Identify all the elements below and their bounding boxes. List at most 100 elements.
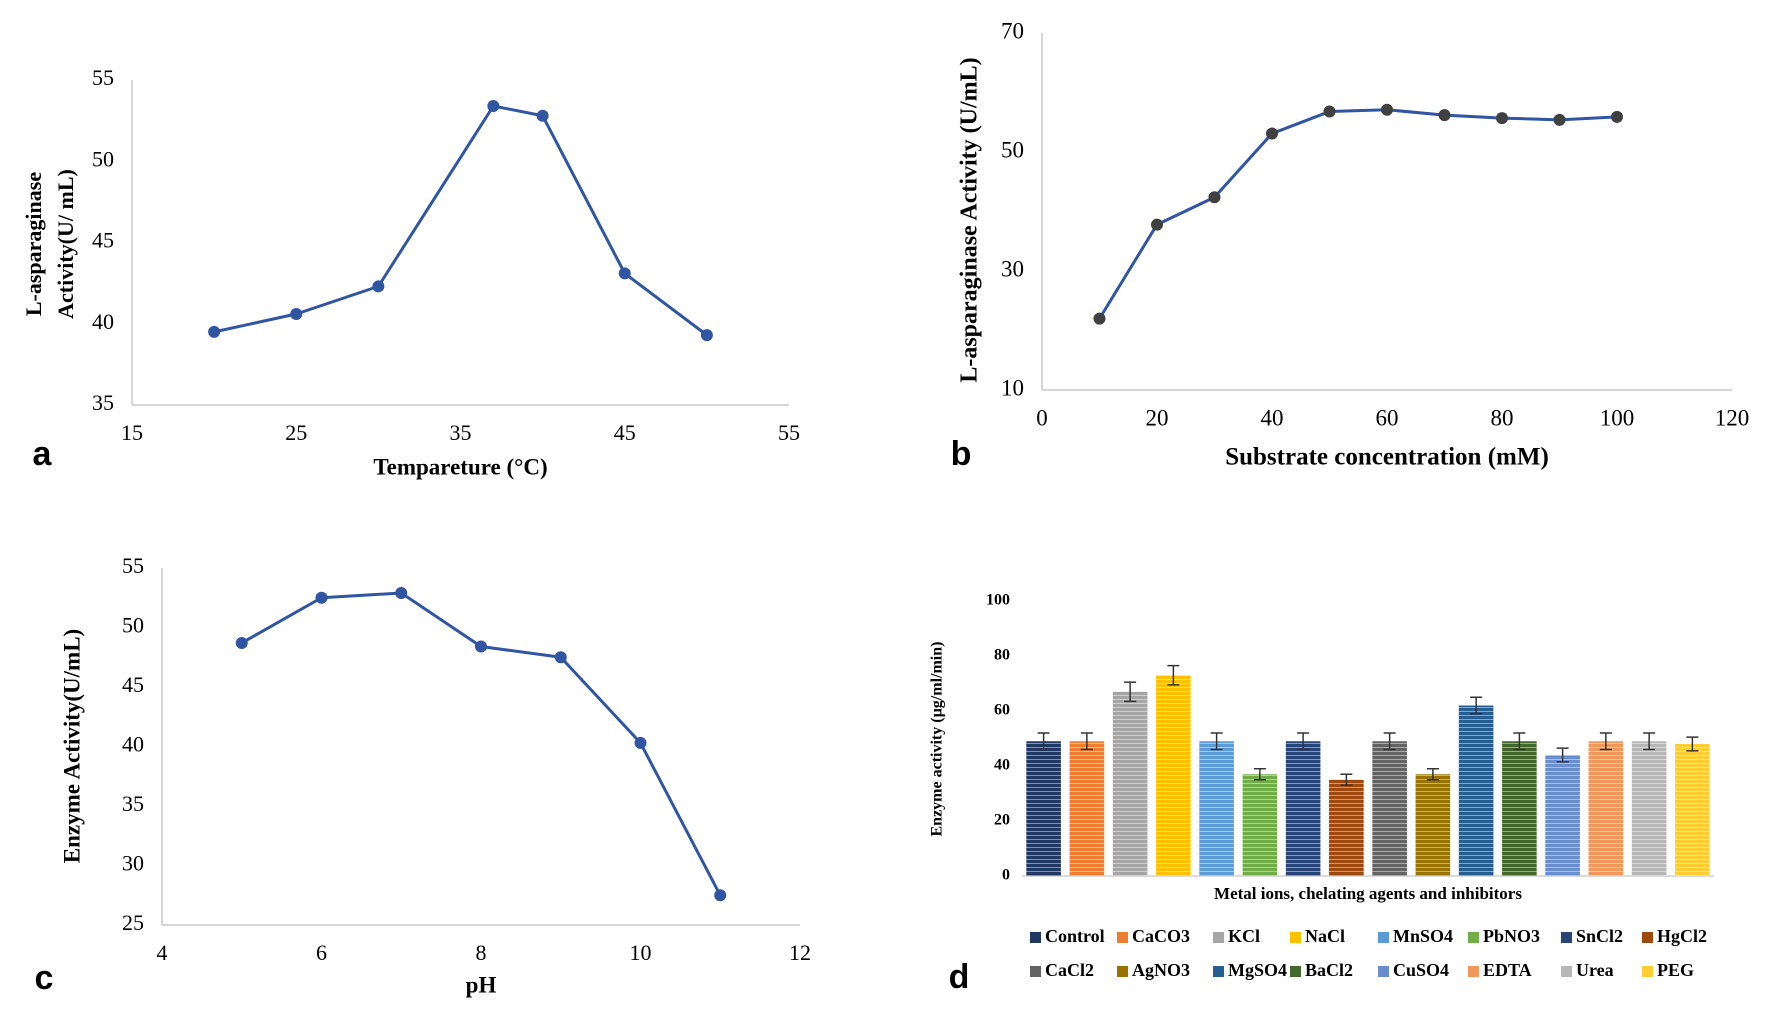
y-tick-label: 55 <box>92 65 114 90</box>
data-point <box>1438 109 1451 122</box>
y-tick-label: 70 <box>1001 18 1024 43</box>
data-point <box>487 100 500 112</box>
data-point <box>235 636 248 649</box>
bar <box>1285 741 1321 876</box>
bar <box>1026 741 1061 876</box>
y-tick-label: 0 <box>1002 867 1010 884</box>
x-tick-label: 80 <box>1491 405 1514 430</box>
y-tick-label: 45 <box>122 672 144 697</box>
y-tick-label: 25 <box>122 910 144 935</box>
data-point <box>1093 312 1106 325</box>
data-point <box>208 325 221 338</box>
data-point <box>554 651 567 664</box>
data-point <box>700 329 713 342</box>
x-tick-label: 25 <box>285 420 307 445</box>
y-axis-label: L-asparaginase <box>21 172 46 316</box>
chart-d: 0 20 40 60 80 100 Metal ions, chelating agents… <box>929 592 1714 996</box>
legend-label: PEG <box>1657 960 1694 980</box>
x-axis-label: pH <box>466 972 497 997</box>
data-point <box>536 109 549 122</box>
chart-a: 35 40 45 50 55 15 25 35 45 55 Tempareture (°C) L-as… <box>21 65 800 479</box>
data-point <box>315 591 328 604</box>
bar <box>1329 779 1364 876</box>
data-point <box>1266 127 1278 140</box>
legend-swatch <box>1378 932 1389 943</box>
y-axis-label: Enzyme Activity(U/mL) <box>59 629 84 863</box>
legend-swatch <box>1468 966 1479 977</box>
legend-label: Control <box>1045 926 1105 946</box>
y-tick-label: 50 <box>122 613 144 638</box>
x-tick-label: 8 <box>476 940 487 965</box>
legend-swatch <box>1642 966 1653 977</box>
y-axis-label: Activity(U/ mL) <box>53 169 78 319</box>
x-axis-label: Substrate concentration (mM) <box>1225 444 1549 471</box>
bar <box>1199 741 1234 876</box>
x-tick-label: 45 <box>614 420 636 445</box>
series-line <box>213 104 708 337</box>
x-tick-label: 100 <box>1600 405 1635 430</box>
legend-swatch <box>1030 932 1041 943</box>
y-axis-label: Enzyme activity (µg/ml/min) <box>929 642 946 837</box>
legend-swatch <box>1561 966 1572 977</box>
bar <box>1631 741 1667 876</box>
data-point <box>634 736 647 749</box>
legend-label: NaCl <box>1305 926 1345 946</box>
x-tick-label: 4 <box>157 940 168 965</box>
x-tick-label: 35 <box>450 420 472 445</box>
bar <box>1069 741 1105 876</box>
legend-swatch <box>1030 966 1041 977</box>
legend-swatch <box>1117 966 1128 977</box>
data-point <box>475 640 487 653</box>
x-tick-label: 40 <box>1261 405 1284 430</box>
legend-swatch <box>1290 966 1301 977</box>
legend-label: MnSO4 <box>1393 926 1453 946</box>
x-tick-label: 10 <box>630 940 652 965</box>
x-tick-label: 60 <box>1376 405 1399 430</box>
y-tick-label: 50 <box>92 146 114 171</box>
data-point <box>1323 105 1336 118</box>
bar <box>1675 744 1710 876</box>
legend-label: MgSO4 <box>1228 960 1287 980</box>
series-line <box>241 591 722 896</box>
legend-label: EDTA <box>1483 960 1532 980</box>
legend-swatch <box>1642 932 1653 943</box>
y-tick-label: 80 <box>994 647 1010 664</box>
y-axis-label: L-asparaginase Activity (U/mL) <box>957 57 983 382</box>
y-tick-label: 20 <box>994 812 1010 829</box>
chart-b: 10 30 50 70 0 20 40 60 80 100 120 Substrate concent… <box>951 18 1750 473</box>
x-tick-label: 55 <box>778 420 800 445</box>
legend-label: SnCl2 <box>1576 926 1623 946</box>
legend-swatch <box>1117 932 1128 943</box>
y-tick-label: 45 <box>92 228 114 253</box>
y-tick-label: 40 <box>92 309 114 334</box>
legend-swatch <box>1378 966 1389 977</box>
legend-label: BaCl2 <box>1305 960 1353 980</box>
legend-swatch <box>1561 932 1572 943</box>
y-tick-label: 35 <box>122 791 144 816</box>
data-point <box>618 267 631 280</box>
y-tick-label: 35 <box>92 390 114 415</box>
bar <box>1415 774 1451 876</box>
y-tick-label: 40 <box>994 757 1010 774</box>
legend-label: PbNO3 <box>1483 926 1540 946</box>
y-tick-label: 10 <box>1001 375 1024 400</box>
bar <box>1458 705 1494 876</box>
x-tick-label: 20 <box>1146 405 1169 430</box>
legend-label: CuSO4 <box>1393 960 1449 980</box>
bar <box>1372 741 1407 876</box>
bar <box>1156 675 1191 876</box>
legend-label: CaCO3 <box>1132 926 1190 946</box>
legend-swatch <box>1213 966 1224 977</box>
y-tick-label: 55 <box>122 553 144 578</box>
bar <box>1545 755 1580 876</box>
x-axis-label: Metal ions, chelating agents and inhibit… <box>1214 884 1522 903</box>
y-tick-label: 30 <box>122 851 144 876</box>
bar <box>1112 691 1148 876</box>
legend-swatch <box>1213 932 1224 943</box>
y-tick-label: 40 <box>122 732 144 757</box>
chart-c: 25 30 35 40 45 50 55 4 6 8 10 12 pH Enzyme Activity(U… <box>35 553 811 997</box>
panel-label: b <box>951 435 972 473</box>
panel-label: c <box>35 959 54 997</box>
legend-swatch <box>1468 932 1479 943</box>
